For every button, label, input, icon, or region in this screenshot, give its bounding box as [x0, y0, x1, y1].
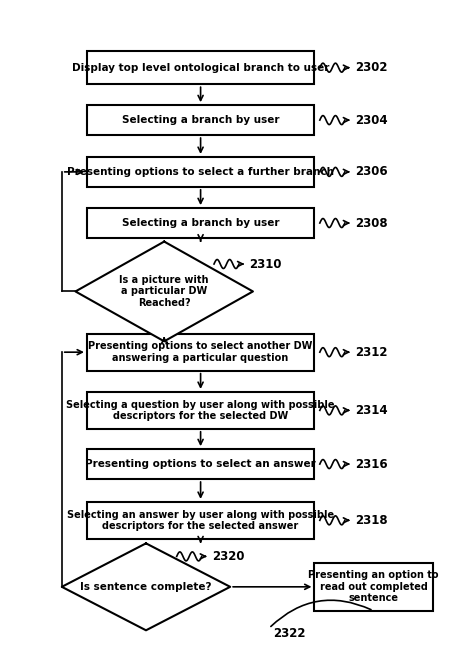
Text: 2310: 2310 — [249, 258, 282, 270]
Polygon shape — [62, 543, 230, 630]
Text: Selecting an answer by user along with possible
descriptors for the selected ans: Selecting an answer by user along with p… — [67, 509, 334, 531]
Text: Presenting an option to
read out completed
sentence: Presenting an option to read out complet… — [308, 570, 439, 603]
FancyBboxPatch shape — [87, 334, 314, 371]
FancyBboxPatch shape — [87, 105, 314, 135]
FancyBboxPatch shape — [87, 157, 314, 187]
FancyBboxPatch shape — [314, 563, 433, 611]
Text: Display top level ontological branch to user: Display top level ontological branch to … — [72, 63, 329, 73]
Text: 2308: 2308 — [355, 216, 387, 230]
Text: Is sentence complete?: Is sentence complete? — [80, 582, 212, 592]
FancyBboxPatch shape — [87, 208, 314, 238]
Text: 2318: 2318 — [355, 514, 387, 527]
FancyBboxPatch shape — [87, 51, 314, 85]
Text: 2312: 2312 — [355, 346, 387, 359]
Text: 2322: 2322 — [273, 627, 306, 640]
Text: Presenting options to select a further branch: Presenting options to select a further b… — [67, 167, 334, 177]
Text: Selecting a branch by user: Selecting a branch by user — [122, 218, 279, 228]
FancyBboxPatch shape — [87, 392, 314, 429]
Text: Is a picture with
a particular DW
Reached?: Is a picture with a particular DW Reache… — [119, 275, 209, 308]
Text: 2306: 2306 — [355, 165, 387, 178]
Text: 2302: 2302 — [355, 61, 387, 74]
Polygon shape — [75, 242, 253, 341]
Text: 2314: 2314 — [355, 404, 387, 417]
Text: 2316: 2316 — [355, 458, 387, 471]
FancyBboxPatch shape — [87, 501, 314, 539]
Text: Presenting options to select an answer: Presenting options to select an answer — [85, 459, 316, 469]
Text: Selecting a branch by user: Selecting a branch by user — [122, 115, 279, 125]
Text: 2320: 2320 — [212, 550, 244, 563]
Text: Selecting a question by user along with possible
descriptors for the selected DW: Selecting a question by user along with … — [66, 400, 335, 421]
Text: Presenting options to select another DW
answering a particular question: Presenting options to select another DW … — [89, 342, 313, 363]
FancyBboxPatch shape — [87, 449, 314, 479]
Text: 2304: 2304 — [355, 114, 387, 127]
